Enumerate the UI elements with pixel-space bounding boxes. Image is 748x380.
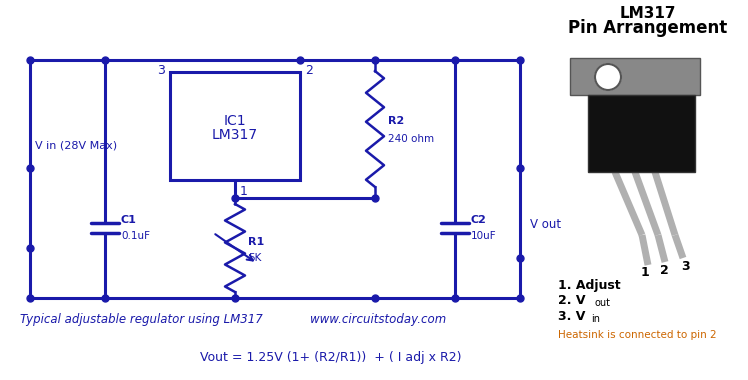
Polygon shape [570,58,700,95]
Text: C2: C2 [471,215,487,225]
Bar [170,72,300,180]
Text: www.circuitstoday.com: www.circuitstoday.com [310,314,447,326]
Text: Heatsink is connected to pin 2: Heatsink is connected to pin 2 [558,330,717,340]
Text: in: in [591,314,600,324]
Text: R1: R1 [248,237,264,247]
Text: 3: 3 [681,260,690,272]
Text: 1: 1 [240,185,248,198]
Circle shape [595,64,621,90]
Text: 2. V: 2. V [558,294,586,307]
Text: Pin Arrangement: Pin Arrangement [568,19,728,37]
Text: LM317: LM317 [620,6,676,22]
Text: C1: C1 [121,215,137,225]
Text: V out: V out [530,218,561,231]
Text: 5K: 5K [248,253,261,263]
Text: 240 ohm: 240 ohm [388,134,434,144]
Text: 2: 2 [305,63,313,76]
Text: IC1: IC1 [224,114,246,128]
Text: 1: 1 [640,266,649,279]
Text: V in (28V Max): V in (28V Max) [35,140,117,150]
Text: out: out [595,298,611,308]
Text: 1. Adjust: 1. Adjust [558,279,621,291]
Polygon shape [588,95,695,172]
Text: 2: 2 [660,263,669,277]
Text: 3: 3 [157,63,165,76]
Text: 10uF: 10uF [471,231,497,241]
Text: Typical adjustable regulator using LM317: Typical adjustable regulator using LM317 [20,314,263,326]
Text: 0.1uF: 0.1uF [121,231,150,241]
Text: LM317: LM317 [212,128,258,142]
Text: Vout = 1.25V (1+ (R2/R1))  + ( I adj x R2): Vout = 1.25V (1+ (R2/R1)) + ( I adj x R2… [200,352,462,364]
Text: 3. V: 3. V [558,310,586,323]
Text: R2: R2 [388,116,404,126]
